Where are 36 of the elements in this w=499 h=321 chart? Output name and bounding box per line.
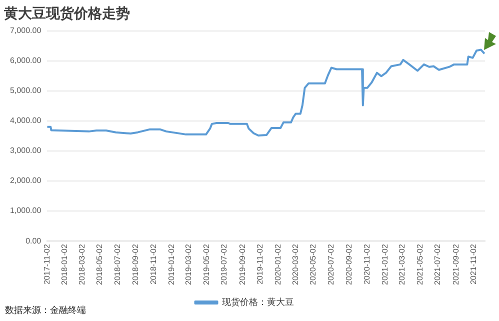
x-tick-label: 2018-01-02: [60, 244, 70, 285]
x-tick-label: 2019-11-02: [256, 244, 265, 284]
x-tick-label: 2021-11-02: [469, 244, 478, 284]
x-tick-label: 2021-09-02: [451, 244, 460, 285]
x-tick-label: 2019-09-02: [238, 244, 247, 285]
y-tick-label: 2,000.00: [10, 176, 42, 186]
x-tick-label: 2019-03-02: [184, 244, 194, 285]
x-tick-label: 2020-09-02: [344, 244, 354, 285]
x-tick-label: 2017-11-02: [42, 244, 52, 284]
x-tick-label: 2020-05-02: [308, 244, 318, 285]
x-tick-label: 2018-05-02: [95, 244, 104, 285]
x-tick-label: 2021-05-02: [415, 244, 424, 285]
chart-title: 黄大豆现货价格走势: [3, 6, 130, 22]
y-tick-label: 6,000.00: [10, 56, 42, 66]
y-tick-label: 4,000.00: [10, 116, 42, 126]
y-tick-label: 1,000.00: [10, 206, 42, 216]
x-tick-label: 2020-03-02: [290, 244, 300, 285]
y-tick-label: 3,000.00: [10, 146, 42, 156]
x-tick-label: 2019-07-02: [220, 244, 229, 285]
x-tick-label: 2021-01-02: [380, 244, 390, 285]
legend-label: 现货价格：黄大豆: [222, 296, 294, 307]
x-tick-label: 2020-07-02: [326, 244, 336, 285]
y-tick-label: 0.00: [26, 236, 42, 246]
x-tick-label: 2021-07-02: [433, 244, 442, 285]
x-tick-label: 2019-05-02: [202, 244, 211, 285]
source-note: 数据来源：金融终端: [5, 304, 86, 317]
x-tick-label: 2020-11-02: [362, 244, 372, 284]
x-tick-label: 2018-03-02: [77, 244, 86, 285]
y-tick-label: 7,000.00: [10, 26, 42, 36]
x-tick-label: 2019-01-02: [166, 244, 176, 285]
x-tick-label: 2018-07-02: [113, 244, 122, 285]
x-tick-label: 2018-11-02: [148, 244, 158, 284]
x-tick-label: 2020-01-02: [273, 244, 282, 285]
y-tick-label: 5,000.00: [10, 86, 42, 96]
x-tick-label: 2021-03-02: [398, 244, 407, 285]
x-tick-label: 2018-09-02: [131, 244, 140, 285]
